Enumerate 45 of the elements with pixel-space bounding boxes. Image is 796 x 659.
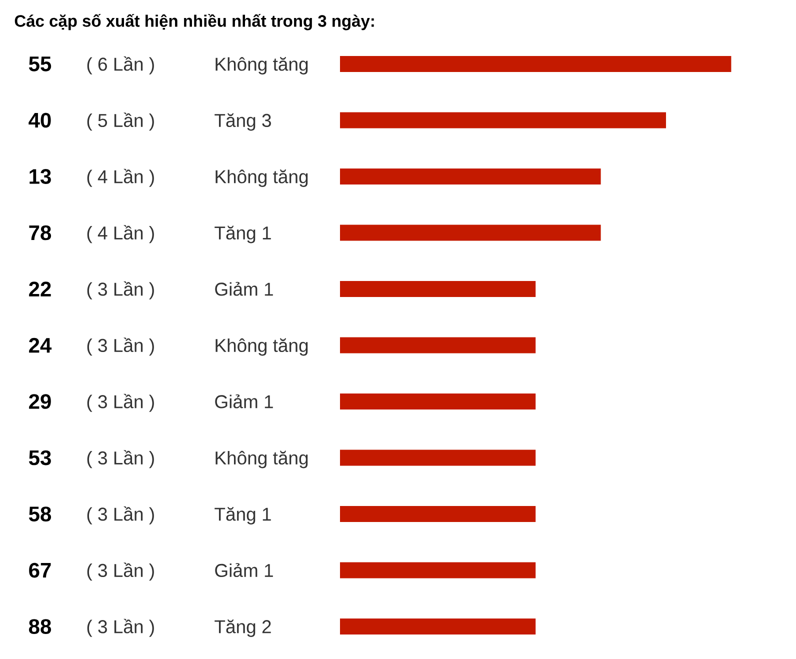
bar: [340, 168, 601, 184]
y-tick-label: 88: [28, 619, 52, 634]
y-tick-label: 55: [28, 56, 52, 72]
text: Giảm 1: [215, 394, 273, 408]
y-tick-label: 24: [29, 338, 52, 353]
data-label: ( 6 Lần ): [87, 56, 154, 74]
text: Không tăng: [216, 169, 308, 187]
y-tick-label: 53: [28, 450, 51, 466]
bar: [340, 618, 536, 635]
text: Không tăng: [216, 56, 308, 74]
data-label: ( 3 Lần ): [87, 338, 154, 356]
data-label: ( 3 Lần ): [87, 450, 154, 468]
bar: [340, 56, 732, 72]
text: Các cặp số xuất hiện nhiều nhất trong 3 ngày:: [14, 14, 374, 30]
bar: [340, 450, 536, 466]
y-tick-label: 67: [29, 562, 51, 578]
y-tick-label: 78: [29, 225, 52, 240]
text: Tăng 2: [214, 619, 271, 637]
bar: [340, 337, 536, 354]
y-tick-label: 13: [30, 169, 51, 184]
data-label: ( 5 Lần ): [87, 112, 154, 131]
y-tick-label: 40: [28, 112, 51, 128]
y-tick-label: 29: [29, 394, 51, 409]
text: Giảm 1: [215, 282, 273, 296]
data-label: ( 4 Lần ): [87, 225, 154, 244]
bar: [340, 562, 536, 578]
data-label: ( 4 Lần ): [87, 168, 154, 187]
data-label: ( 3 Lần ): [87, 281, 154, 300]
text: Tăng 1: [214, 226, 271, 244]
text: Giảm 1: [215, 563, 273, 578]
y-tick-label: 58: [28, 506, 52, 522]
data-label: ( 3 Lần ): [87, 394, 154, 412]
data-label: ( 3 Lần ): [87, 562, 154, 581]
text: Tăng 3: [214, 113, 271, 131]
bar: [340, 506, 536, 522]
text: Tăng 1: [214, 506, 271, 524]
bar: [340, 112, 666, 128]
text: Không tăng: [216, 338, 308, 356]
bar: [340, 224, 601, 241]
y-tick-label: 22: [29, 282, 51, 296]
bar: [340, 394, 536, 410]
data-label: ( 3 Lần ): [87, 618, 154, 637]
data-label: ( 3 Lần ): [87, 506, 154, 524]
text: Không tăng: [216, 450, 308, 468]
bar: [340, 281, 536, 298]
